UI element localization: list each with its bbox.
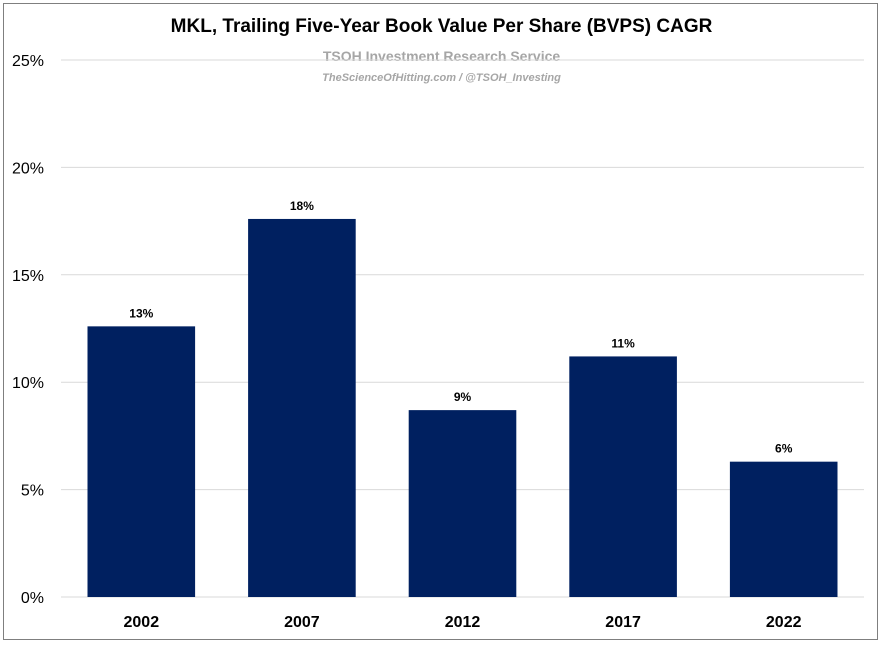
y-tick-label: 5% [21, 483, 44, 500]
data-label-2017: 11% [611, 336, 635, 350]
data-label-2007: 18% [290, 199, 314, 213]
bar-2007 [248, 218, 356, 597]
x-category-label-2007: 2007 [284, 614, 320, 631]
bar-2022 [729, 461, 838, 597]
x-category-label-2012: 2012 [445, 614, 481, 631]
bar-2002 [87, 326, 196, 597]
y-tick-label: 10% [12, 375, 44, 392]
x-category-label-2002: 2002 [124, 614, 160, 631]
data-labels: 13% 18% 9% 11% 6% [129, 199, 792, 456]
x-axis-category-labels: 2002 2007 2012 2017 2022 [124, 614, 802, 631]
y-tick-label: 0% [21, 590, 44, 607]
bar-2012 [408, 410, 517, 597]
watermark-website: TheScienceOfHitting.com / @TSOH_Investin… [322, 72, 561, 84]
bars [87, 218, 838, 597]
x-category-label-2017: 2017 [605, 614, 641, 631]
y-tick-label: 15% [12, 268, 44, 285]
y-tick-label: 25% [12, 53, 44, 70]
chart-title: MKL, Trailing Five-Year Book Value Per S… [170, 16, 713, 37]
data-label-2022: 6% [775, 442, 793, 456]
y-axis-tick-labels: 0% 5% 10% 15% 20% 25% [12, 53, 44, 607]
y-tick-label: 20% [12, 160, 44, 177]
data-label-2002: 13% [129, 306, 153, 320]
bar-2017 [569, 356, 677, 597]
x-category-label-2022: 2022 [766, 614, 802, 631]
data-label-2012: 9% [454, 390, 472, 404]
